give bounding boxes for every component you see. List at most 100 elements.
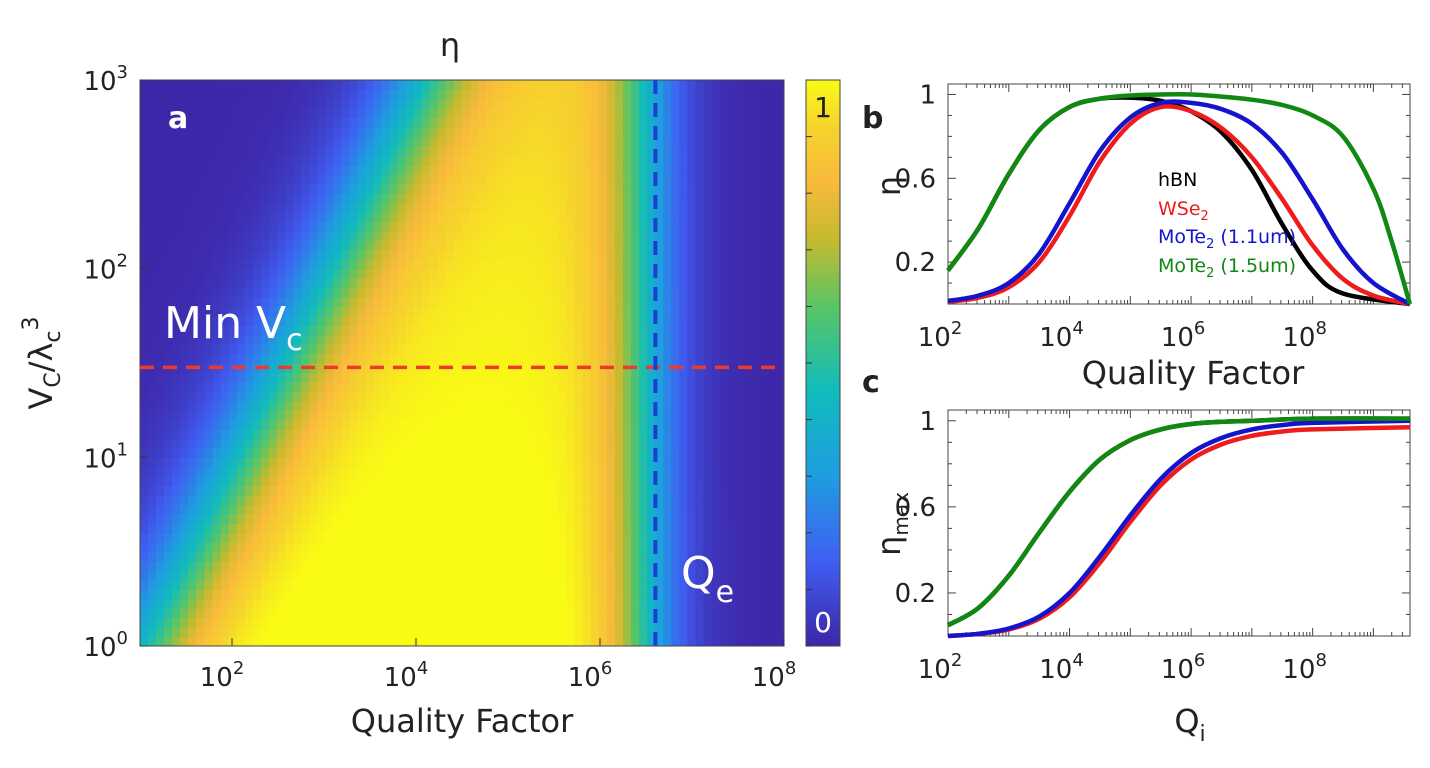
- heatmap-cell: [252, 221, 262, 232]
- heatmap-cell: [494, 344, 503, 355]
- heatmap-cell: [470, 296, 479, 307]
- heatmap-cell: [220, 636, 230, 646]
- heatmap-cell: [260, 240, 270, 251]
- heatmap-cell: [317, 551, 326, 562]
- heatmap-cell: [397, 155, 407, 166]
- heatmap-cell: [759, 315, 769, 326]
- heatmap-cell: [156, 372, 165, 383]
- heatmap-cell: [333, 230, 342, 241]
- heatmap-cell: [341, 617, 350, 628]
- heatmap-cell: [462, 636, 471, 646]
- heatmap-cell: [679, 627, 688, 638]
- heatmap-cell: [252, 504, 262, 515]
- heatmap-cell: [228, 315, 238, 326]
- heatmap-cell: [727, 570, 737, 581]
- heatmap-cell: [421, 457, 431, 468]
- heatmap-cell: [631, 589, 640, 600]
- heatmap-cell: [204, 381, 214, 392]
- heatmap-cell: [413, 589, 423, 600]
- heatmap-cell: [397, 315, 407, 326]
- heatmap-cell: [743, 419, 753, 430]
- heatmap-cell: [365, 80, 375, 91]
- heatmap-cell: [365, 202, 375, 213]
- heatmap-cell: [405, 579, 415, 590]
- heatmap-cell: [365, 372, 375, 383]
- heatmap-cell: [164, 80, 173, 91]
- heatmap-cell: [325, 240, 334, 251]
- heatmap-cell: [301, 551, 310, 562]
- heatmap-cell: [687, 429, 697, 440]
- heatmap-cell: [405, 89, 415, 100]
- heatmap-cell: [317, 476, 326, 487]
- heatmap-cell: [550, 608, 560, 619]
- heatmap-cell: [373, 334, 383, 345]
- heatmap-cell: [445, 164, 455, 175]
- heatmap-cell: [767, 80, 777, 91]
- heatmap-cell: [606, 212, 616, 223]
- heatmap-cell: [244, 249, 254, 260]
- heatmap-cell: [510, 155, 519, 166]
- heatmap-cell: [727, 391, 737, 402]
- heatmap-cell: [598, 183, 608, 194]
- heatmap-cell: [767, 287, 777, 298]
- heatmap-cell: [687, 570, 697, 581]
- heatmap-cell: [759, 419, 769, 430]
- heatmap-cell: [598, 589, 608, 600]
- heatmap-cell: [317, 391, 326, 402]
- heatmap-cell: [775, 287, 784, 298]
- heatmap-cell: [598, 570, 608, 581]
- heatmap-cell: [486, 268, 495, 279]
- heatmap-cell: [429, 193, 439, 204]
- heatmap-cell: [719, 108, 729, 119]
- heatmap-cell: [140, 598, 149, 609]
- heatmap-cell: [284, 617, 294, 628]
- heatmap-cell: [703, 315, 713, 326]
- heatmap-cell: [212, 136, 222, 147]
- heatmap-cell: [671, 278, 680, 289]
- heatmap-cell: [655, 438, 664, 449]
- heatmap-cell: [196, 98, 205, 109]
- heatmap-cell: [357, 532, 366, 543]
- heatmap-cell: [550, 570, 560, 581]
- heatmap-cell: [639, 476, 648, 487]
- heatmap-cell: [526, 268, 536, 279]
- heatmap-cell: [711, 495, 721, 506]
- heatmap-cell: [671, 259, 680, 270]
- heatmap-cell: [679, 193, 688, 204]
- heatmap-cell: [381, 429, 391, 440]
- heatmap-cell: [429, 504, 439, 515]
- heatmap-cell: [759, 523, 769, 534]
- heatmap-cell: [711, 174, 721, 185]
- heatmap-cell: [542, 523, 552, 534]
- heatmap-cell: [526, 287, 536, 298]
- heatmap-cell: [453, 381, 463, 392]
- heatmap-cell: [188, 532, 197, 543]
- heatmap-cell: [759, 466, 769, 477]
- heatmap-cell: [606, 372, 616, 383]
- heatmap-cell: [381, 523, 391, 534]
- heatmap-cell: [671, 193, 680, 204]
- heatmap-cell: [365, 306, 375, 317]
- heatmap-cell: [695, 466, 705, 477]
- heatmap-cell: [639, 391, 648, 402]
- heatmap-cell: [429, 202, 439, 213]
- heatmap-cell: [349, 183, 358, 194]
- heatmap-cell: [357, 551, 366, 562]
- heatmap-cell: [413, 334, 423, 345]
- heatmap-cell: [470, 523, 479, 534]
- heatmap-cell: [268, 627, 278, 638]
- heatmap-cell: [494, 447, 503, 458]
- heatmap-cell: [494, 391, 503, 402]
- heatmap-cell: [429, 579, 439, 590]
- heatmap-cell: [188, 513, 197, 524]
- heatmap-cell: [566, 523, 576, 534]
- heatmap-cell: [751, 589, 761, 600]
- heatmap-cell: [518, 381, 527, 392]
- heatmap-cell: [687, 174, 697, 185]
- heatmap-cell: [719, 334, 729, 345]
- heatmap-cell: [301, 202, 310, 213]
- heatmap-cell: [140, 495, 149, 506]
- heatmap-cell: [413, 598, 423, 609]
- heatmap-cell: [389, 334, 399, 345]
- heatmap-cell: [164, 127, 173, 138]
